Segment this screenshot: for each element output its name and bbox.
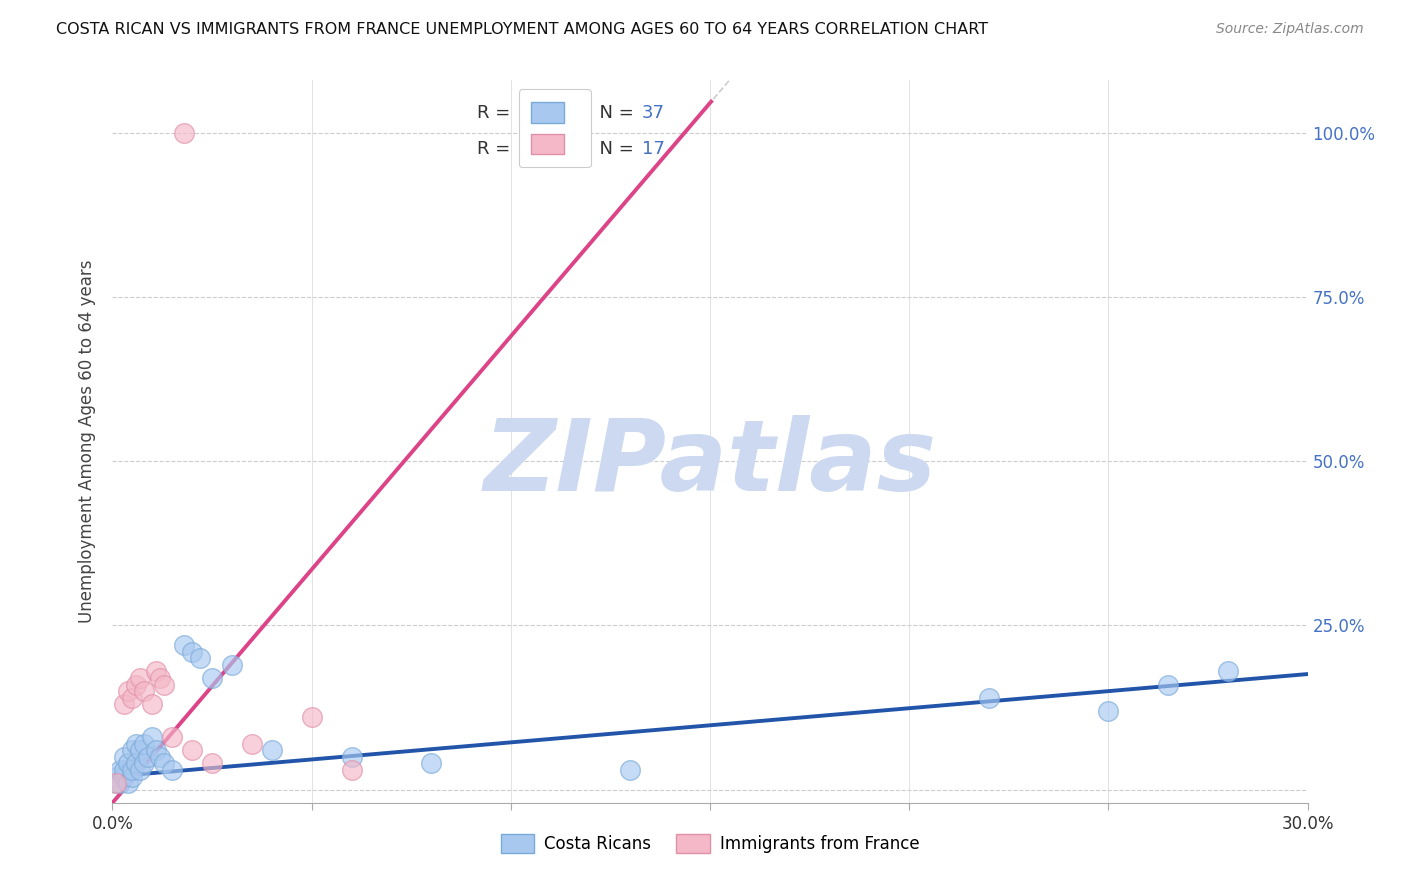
Point <box>1097 704 1119 718</box>
Point <box>114 763 135 777</box>
Point <box>340 763 363 777</box>
Text: N =: N = <box>588 103 640 122</box>
Point <box>162 763 183 777</box>
Text: 17: 17 <box>643 140 665 158</box>
Y-axis label: Unemployment Among Ages 60 to 64 years: Unemployment Among Ages 60 to 64 years <box>77 260 96 624</box>
Point <box>201 671 224 685</box>
Point <box>105 776 128 790</box>
Point <box>162 730 183 744</box>
Point <box>149 671 172 685</box>
Text: COSTA RICAN VS IMMIGRANTS FROM FRANCE UNEMPLOYMENT AMONG AGES 60 TO 64 YEARS COR: COSTA RICAN VS IMMIGRANTS FROM FRANCE UN… <box>56 22 988 37</box>
Point <box>134 684 156 698</box>
Point <box>129 763 152 777</box>
Text: Source: ZipAtlas.com: Source: ZipAtlas.com <box>1216 22 1364 37</box>
Point <box>121 690 143 705</box>
Point <box>181 645 204 659</box>
Point <box>1216 665 1239 679</box>
Text: 37: 37 <box>643 103 665 122</box>
Point <box>114 770 135 784</box>
Point <box>240 737 263 751</box>
Point <box>117 684 139 698</box>
Point <box>105 770 128 784</box>
Text: R =: R = <box>477 103 516 122</box>
Point <box>260 743 283 757</box>
Point <box>173 638 195 652</box>
Point <box>153 756 176 771</box>
Point <box>117 776 139 790</box>
Point <box>129 671 152 685</box>
Point <box>121 763 143 777</box>
Point <box>149 749 172 764</box>
Point <box>105 776 128 790</box>
Point <box>221 657 243 672</box>
Text: R =: R = <box>477 140 516 158</box>
Text: ZIPatlas: ZIPatlas <box>484 415 936 512</box>
Point <box>145 665 167 679</box>
Point <box>121 743 143 757</box>
Point <box>138 749 160 764</box>
Point <box>141 730 163 744</box>
Point <box>188 651 211 665</box>
Point <box>114 749 135 764</box>
Point <box>201 756 224 771</box>
Point <box>114 698 135 712</box>
Legend: Costa Ricans, Immigrants from France: Costa Ricans, Immigrants from France <box>495 827 925 860</box>
Text: 0.281: 0.281 <box>527 103 578 122</box>
Point <box>145 743 167 757</box>
Point <box>1157 677 1180 691</box>
Point <box>125 677 148 691</box>
Point <box>977 690 1000 705</box>
Point <box>301 710 323 724</box>
Point <box>181 743 204 757</box>
Text: 0.887: 0.887 <box>527 140 578 158</box>
Point <box>340 749 363 764</box>
Point <box>125 737 148 751</box>
Point <box>619 763 641 777</box>
Point <box>141 698 163 712</box>
Point <box>125 756 148 771</box>
Point <box>121 770 143 784</box>
Point <box>134 756 156 771</box>
Point <box>117 756 139 771</box>
Point <box>173 126 195 140</box>
Point <box>134 737 156 751</box>
Point <box>110 776 132 790</box>
Point <box>129 743 152 757</box>
Point <box>153 677 176 691</box>
Text: N =: N = <box>588 140 640 158</box>
Point <box>420 756 443 771</box>
Point <box>110 763 132 777</box>
